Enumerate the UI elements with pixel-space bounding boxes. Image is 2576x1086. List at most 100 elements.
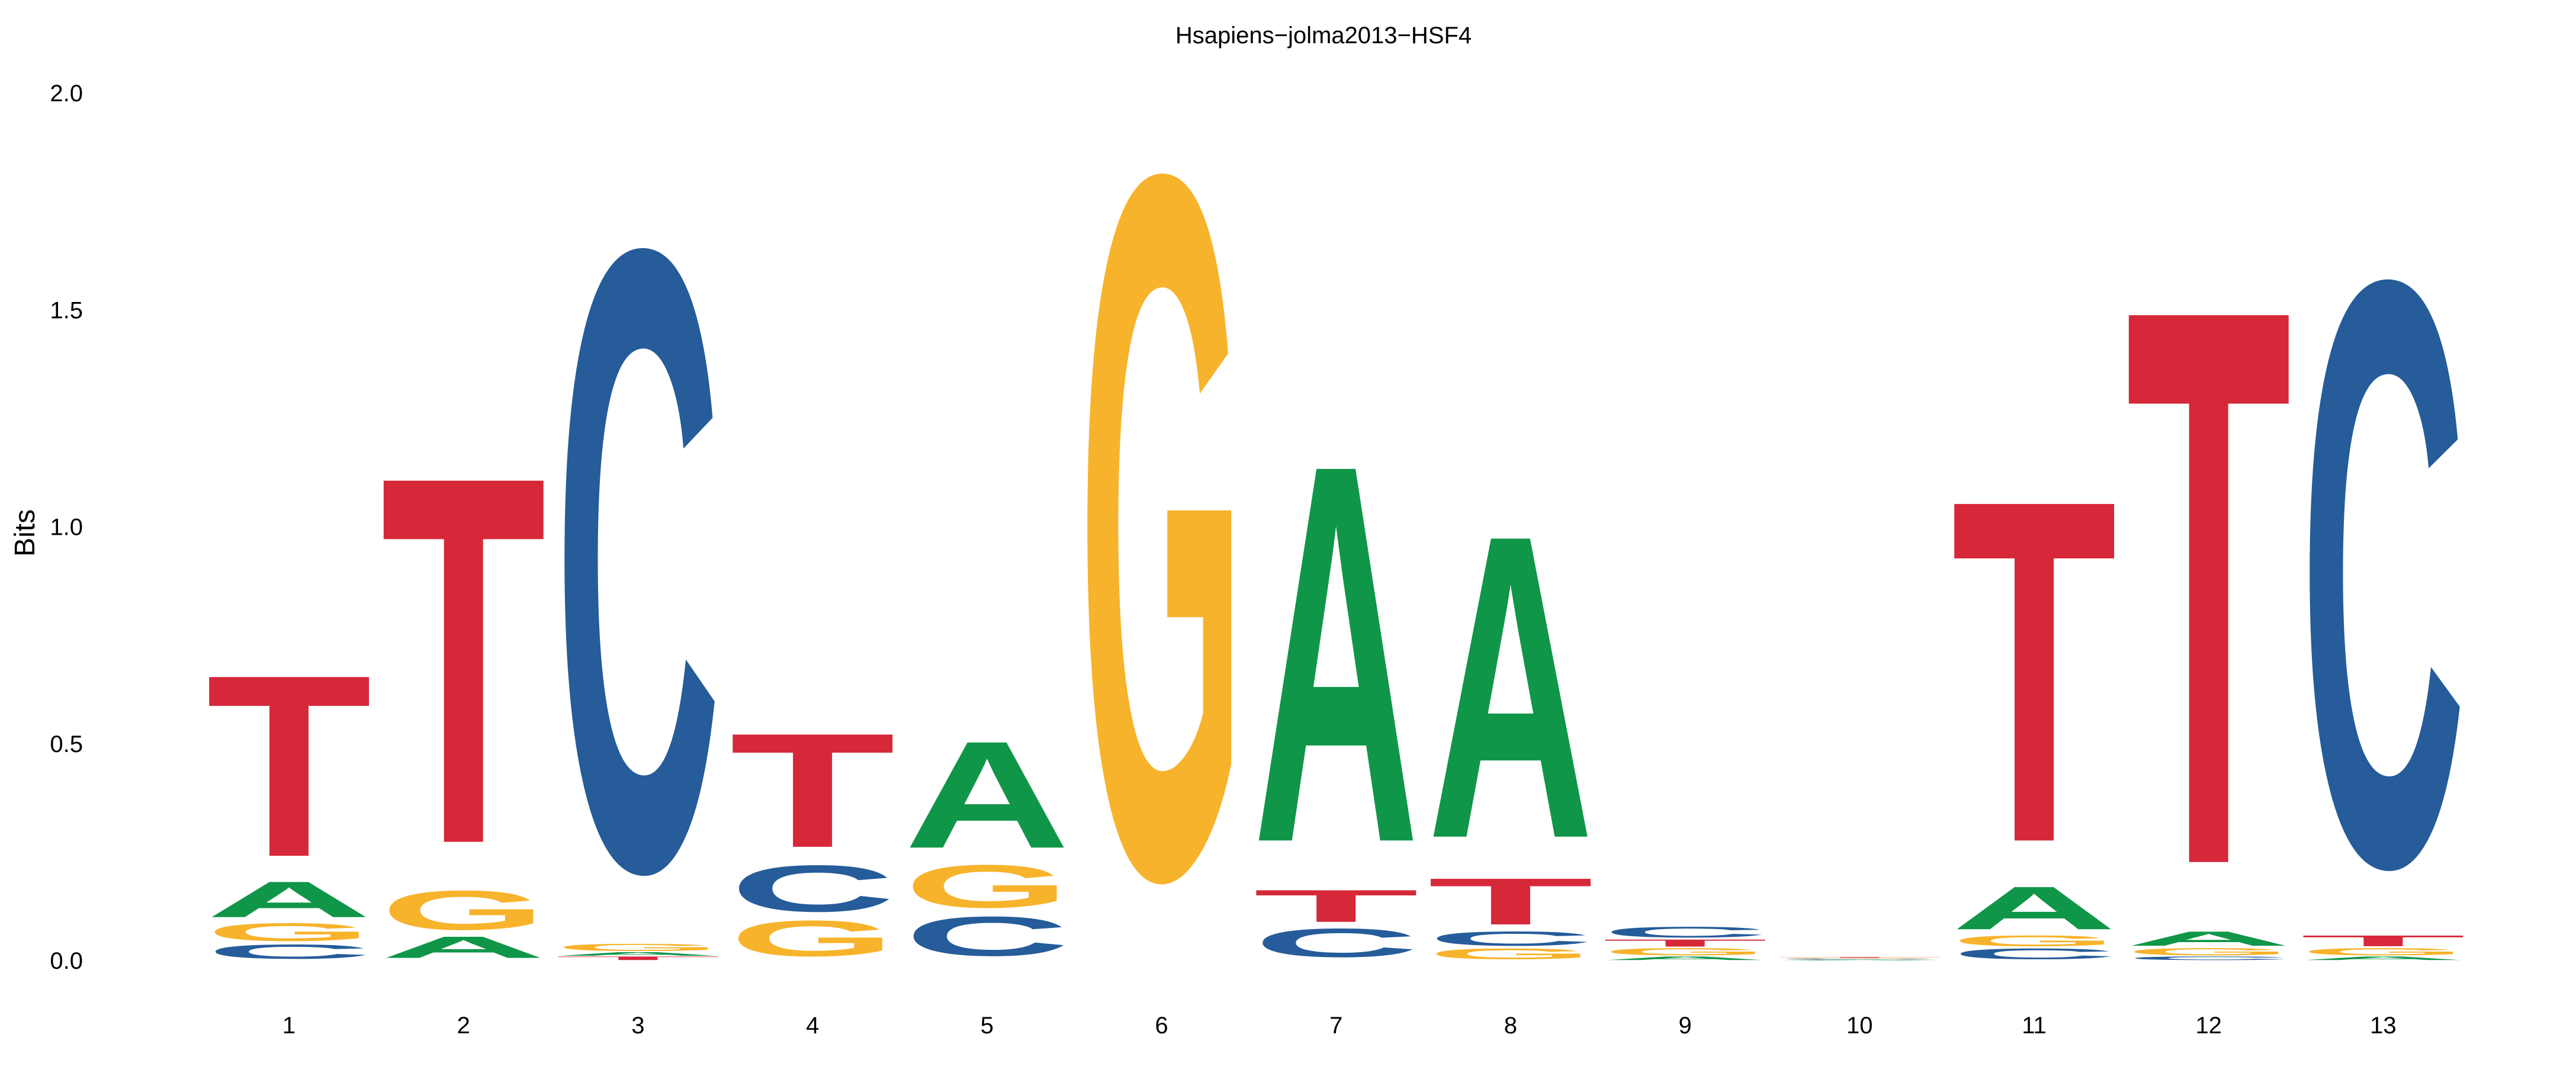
logo-letter-glyph: A	[904, 709, 1070, 880]
logo-letter-glyph: G	[1951, 933, 2117, 950]
logo-letter-C: C	[730, 852, 895, 926]
x-tick-label: 6	[1155, 1013, 1168, 1039]
logo-letter-glyph: A	[1602, 956, 1768, 962]
y-tick-label: 1.5	[50, 297, 83, 323]
chart-title: Hsapiens−jolma2013−HSF4	[1175, 23, 1472, 49]
x-tick-label: 8	[1504, 1013, 1517, 1039]
logo-letter-T: T	[2300, 932, 2466, 949]
logo-letter-G: G	[1602, 946, 1768, 958]
logo-letter-C: C	[1428, 927, 1594, 950]
logo-letter-glyph: C	[2126, 956, 2292, 962]
logo-letter-glyph: C	[1602, 924, 1768, 941]
logo-letter-glyph: A	[381, 930, 547, 965]
logo-letter-G: G	[730, 910, 895, 967]
logo-letter-glyph: A	[555, 951, 721, 957]
y-tick-label: 2.0	[50, 81, 83, 107]
logo-letter-glyph: C	[555, 65, 721, 1055]
logo-letter-T: T	[730, 700, 895, 882]
logo-letter-glyph: C	[206, 940, 372, 963]
logo-letter-C: C	[1951, 945, 2117, 962]
logo-letter-A: A	[1602, 956, 1768, 962]
logo-letter-A: A	[206, 871, 372, 928]
logo-letter-A: A	[2126, 927, 2292, 950]
x-tick-label: 10	[1846, 1013, 1873, 1039]
logo-letter-glyph: A	[206, 871, 372, 928]
logo-letter-T: T	[1777, 957, 1942, 958]
x-tick-label: 12	[2195, 1013, 2222, 1039]
logo-letter-glyph: A	[1428, 445, 1594, 929]
x-tick-label: 3	[631, 1013, 644, 1039]
logo-letter-glyph: T	[206, 621, 372, 911]
logo-letter-T: T	[555, 955, 721, 961]
logo-letter-glyph: G	[555, 942, 721, 953]
logo-letter-glyph: G	[1777, 958, 1942, 959]
logo-letter-G: G	[904, 852, 1070, 920]
logo-letter-G: G	[1079, 0, 1245, 1086]
logo-letter-glyph: T	[1602, 937, 1768, 949]
logo-letter-G: G	[1428, 946, 1594, 963]
x-tick-labels: 1 2 3 4 5 6 7 8 9 10 11 12 13	[282, 1013, 2397, 1039]
logo-letter-A: A	[2300, 956, 2466, 962]
x-tick-label: 5	[981, 1013, 994, 1039]
logo-letter-glyph: C	[730, 852, 895, 926]
logo-letter-glyph: A	[1253, 352, 1419, 955]
logo-letter-glyph: A	[1777, 959, 1942, 960]
logo-letter-C: C	[2300, 107, 2466, 1040]
logo-letter-glyph: C	[1428, 927, 1594, 950]
logo-letter-glyph: T	[1428, 865, 1594, 939]
logo-letter-G: G	[381, 879, 547, 942]
logo-letter-C: C	[1602, 924, 1768, 941]
logo-letter-T: T	[1428, 865, 1594, 939]
logo-letter-glyph: G	[206, 918, 372, 946]
logo-letter-glyph: T	[2300, 932, 2466, 949]
logo-letter-glyph: G	[381, 879, 547, 942]
logo-letter-A: A	[555, 951, 721, 957]
logo-letter-A: A	[1428, 445, 1594, 929]
logo-letter-glyph: A	[2300, 956, 2466, 962]
logo-letter-T: T	[1253, 881, 1419, 932]
y-tick-label: 0.5	[50, 731, 83, 757]
logo-letter-G: G	[206, 918, 372, 946]
logo-letter-glyph: G	[1428, 946, 1594, 963]
logo-letter-glyph: T	[1951, 397, 2117, 944]
logo-letter-T: T	[1951, 397, 2117, 944]
logo-letter-A: A	[1253, 352, 1419, 955]
logo-letter-glyph: C	[2300, 107, 2466, 1040]
logo-letter-glyph: T	[2126, 143, 2292, 1031]
logo-letter-A: A	[381, 930, 547, 965]
logo-letter-G: G	[2300, 946, 2466, 958]
logo-letter-C: C	[2126, 956, 2292, 962]
logo-letter-G: G	[555, 942, 721, 953]
y-tick-label: 0.0	[50, 948, 83, 974]
x-tick-label: 11	[2022, 1013, 2047, 1039]
logo-letter-C: C	[555, 65, 721, 1055]
y-tick-labels: 0.0 0.5 1.0 1.5 2.0	[50, 81, 83, 974]
logo-letter-glyph: G	[2126, 946, 2292, 958]
logo-letter-C: C	[904, 905, 1070, 968]
logo-letter-glyph: G	[730, 910, 895, 967]
logo-letter-A: A	[1951, 874, 2117, 942]
logo-letter-glyph: G	[2300, 946, 2466, 958]
y-tick-label: 1.0	[50, 515, 83, 541]
logo-letter-glyph: G	[1079, 0, 1245, 1083]
logo-letter-G: G	[2126, 946, 2292, 958]
logo-letter-G: G	[1777, 958, 1942, 959]
x-tick-label: 4	[806, 1013, 819, 1039]
logo-letter-glyph: C	[1951, 945, 2117, 962]
logo-letter-glyph: T	[555, 955, 721, 961]
logo-letter-glyph: G	[904, 852, 1070, 920]
x-tick-label: 7	[1329, 1013, 1342, 1039]
logo-letter-T: T	[2126, 143, 2292, 1031]
x-tick-label: 1	[282, 1013, 295, 1039]
x-tick-label: 9	[1678, 1013, 1691, 1039]
x-tick-label: 2	[457, 1013, 470, 1039]
logo-letter-A: A	[904, 709, 1070, 880]
logo-letter-glyph: C	[1777, 959, 1942, 960]
logo-letter-T: T	[1602, 937, 1768, 949]
logo-letter-glyph: A	[1951, 874, 2117, 942]
logo-letter-glyph: T	[1253, 881, 1419, 932]
logo-letter-T: T	[206, 621, 372, 911]
